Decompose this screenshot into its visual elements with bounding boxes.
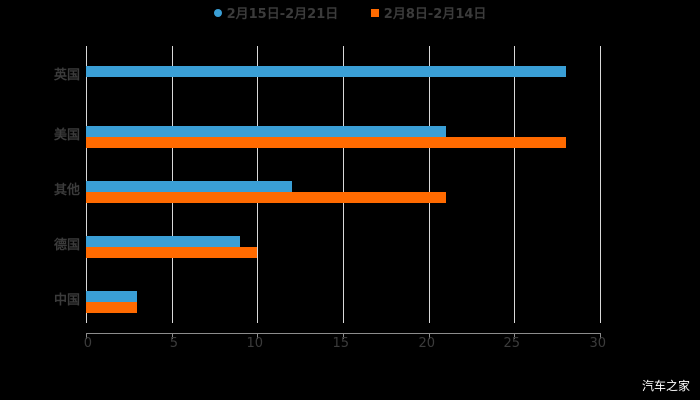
bar-week2[interactable] <box>86 236 240 247</box>
x-tick <box>343 333 344 339</box>
bar-week1[interactable] <box>86 302 137 313</box>
category-label: 中国 <box>53 293 80 308</box>
bar-week2[interactable] <box>86 181 292 192</box>
bar-week1[interactable] <box>86 137 566 148</box>
bar-week2[interactable] <box>86 291 137 302</box>
plot-area <box>86 46 601 323</box>
category-label: 英国 <box>53 68 80 83</box>
x-tick <box>600 333 601 339</box>
watermark: 汽车之家 <box>641 379 690 393</box>
x-tick <box>257 333 258 339</box>
x-tick <box>86 333 87 339</box>
legend-item-week1[interactable]: 2月8日-2月14日 <box>370 3 487 22</box>
legend-swatch-circle-icon <box>213 8 222 17</box>
gridline <box>343 46 344 323</box>
bar-week1[interactable] <box>86 247 257 258</box>
legend-label: 2月15日-2月21日 <box>226 7 339 22</box>
gridline <box>600 46 601 323</box>
chart-legend: 2月15日-2月21日 2月8日-2月14日 <box>0 3 700 22</box>
category-label: 美国 <box>53 128 80 143</box>
x-tick-label: 30 <box>589 336 606 351</box>
bar-week2[interactable] <box>86 66 566 77</box>
x-tick-label: 25 <box>503 336 520 351</box>
category-label: 德国 <box>53 238 80 253</box>
x-tick-label: 5 <box>169 336 178 351</box>
bar-week1[interactable] <box>86 192 446 203</box>
x-tick-label: 15 <box>332 336 349 351</box>
legend-swatch-square-icon <box>370 8 379 17</box>
gridline <box>429 46 430 323</box>
legend-item-week2[interactable]: 2月15日-2月21日 <box>213 3 339 22</box>
x-tick <box>514 333 515 339</box>
x-tick-label: 0 <box>83 336 92 351</box>
gridline <box>514 46 515 323</box>
x-tick-label: 10 <box>246 336 263 351</box>
x-tick-label: 20 <box>418 336 435 351</box>
category-label: 其他 <box>53 183 80 198</box>
legend-label: 2月8日-2月14日 <box>383 7 487 22</box>
x-tick <box>172 333 173 339</box>
x-tick <box>429 333 430 339</box>
bar-week2[interactable] <box>86 126 446 137</box>
